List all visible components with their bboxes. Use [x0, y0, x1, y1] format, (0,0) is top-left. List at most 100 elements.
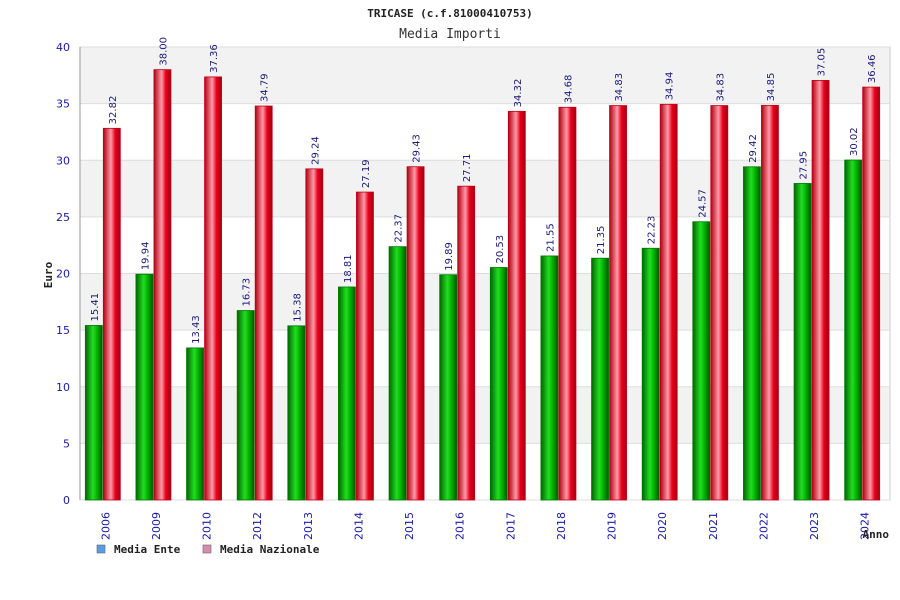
data-label: 29.42 — [748, 134, 759, 163]
data-label: 16.73 — [242, 278, 253, 307]
data-label: 20.53 — [495, 235, 506, 264]
bar-media-nazionale — [102, 127, 121, 501]
bar-media-nazionale — [406, 166, 425, 501]
x-axis-label: Anno — [863, 528, 890, 541]
data-label: 34.94 — [665, 72, 676, 101]
y-tick-label: 10 — [56, 381, 70, 394]
x-tick-label: 2024 — [859, 512, 872, 540]
bar-media-nazionale — [710, 105, 729, 501]
legend: Media Ente Media Nazionale — [96, 543, 320, 556]
data-label: 13.43 — [191, 315, 202, 344]
x-tick-label: 2009 — [150, 512, 163, 540]
x-tick-label: 2016 — [454, 512, 467, 540]
legend-label: Media Ente — [114, 543, 181, 556]
bar-media-nazionale — [356, 191, 374, 501]
data-label: 15.38 — [292, 293, 303, 322]
data-label: 27.19 — [361, 159, 372, 188]
data-label: 32.82 — [108, 96, 119, 125]
bar-media-ente — [236, 310, 255, 501]
bar-media-nazionale — [305, 168, 324, 501]
x-tick-label: 2018 — [555, 512, 568, 540]
y-tick-label: 5 — [63, 437, 70, 450]
bar-media-ente — [793, 183, 812, 501]
y-tick-label: 30 — [56, 154, 70, 167]
bar-media-ente — [287, 325, 306, 501]
data-label: 15.41 — [90, 293, 101, 322]
x-tick-label: 2022 — [757, 512, 770, 540]
y-tick-label: 25 — [56, 211, 70, 224]
chart-subtitle: Media Importi — [399, 27, 501, 42]
data-label: 22.23 — [647, 216, 658, 245]
bar-media-ente — [439, 274, 458, 501]
data-label: 24.57 — [697, 189, 708, 218]
bar-media-ente — [844, 159, 863, 501]
y-axis-ticks: 0 5 10 15 20 25 30 35 40 — [56, 41, 70, 507]
x-tick-label: 2010 — [201, 512, 214, 540]
legend-label: Media Nazionale — [220, 543, 320, 556]
bar-media-nazionale — [254, 105, 273, 501]
data-label: 34.32 — [513, 79, 524, 108]
bar-media-ente — [641, 247, 660, 501]
bar-media-nazionale — [659, 103, 678, 501]
x-tick-label: 2017 — [504, 512, 517, 540]
data-label: 18.81 — [343, 254, 354, 283]
x-tick-label: 2020 — [656, 512, 669, 540]
x-tick-label: 2023 — [808, 512, 821, 540]
bar-media-ente — [743, 166, 761, 501]
data-label: 34.83 — [614, 73, 625, 102]
x-tick-label: 2013 — [302, 512, 315, 540]
x-tick-label: 2012 — [251, 512, 264, 540]
data-label: 21.55 — [545, 223, 556, 252]
data-label: 19.89 — [444, 242, 455, 271]
bar-media-nazionale — [558, 106, 577, 501]
x-tick-label: 2021 — [707, 512, 720, 540]
x-axis-ticks: 2006 2009 2010 2012 2013 2014 2015 2016 2017 2018… — [99, 512, 871, 540]
data-label: 37.36 — [209, 44, 220, 73]
data-label: 38.00 — [158, 37, 169, 66]
data-label: 29.43 — [412, 134, 423, 163]
data-label: 34.79 — [260, 73, 271, 102]
chart-title: TRICASE (c.f.81000410753) — [367, 7, 533, 20]
bar-media-nazionale — [811, 80, 830, 501]
data-label: 27.71 — [462, 154, 473, 183]
y-tick-label: 15 — [56, 324, 70, 337]
data-label: 34.85 — [766, 73, 777, 102]
bar-media-ente — [338, 286, 356, 501]
bar-media-nazionale — [609, 105, 627, 501]
bar-media-nazionale — [507, 110, 526, 501]
bar-media-nazionale — [457, 185, 476, 501]
bars — [84, 69, 881, 501]
data-label: 30.02 — [849, 127, 860, 156]
bar-media-ente — [489, 267, 508, 501]
bar-media-nazionale — [204, 76, 222, 501]
data-label: 21.35 — [596, 226, 607, 255]
bar-media-ente — [135, 273, 154, 501]
data-label: 36.46 — [867, 54, 878, 83]
x-tick-label: 2019 — [606, 512, 619, 540]
bar-media-ente — [591, 257, 609, 501]
y-tick-label: 35 — [56, 98, 70, 111]
data-labels: 15.41 32.82 19.94 38.00 13.43 37.36 16.73 34.79… — [90, 37, 878, 344]
y-axis-label: Euro — [42, 261, 55, 288]
bar-media-ente — [84, 325, 103, 501]
data-label: 37.05 — [817, 48, 828, 77]
x-tick-label: 2014 — [352, 512, 365, 540]
bar-media-ente — [540, 255, 559, 501]
x-tick-label: 2015 — [403, 512, 416, 540]
y-tick-label: 40 — [56, 41, 70, 54]
bar-media-ente — [692, 221, 711, 501]
y-tick-label: 0 — [63, 494, 70, 507]
data-label: 29.24 — [310, 136, 321, 165]
data-label: 34.68 — [563, 75, 574, 104]
x-tick-label: 2006 — [99, 512, 112, 540]
bar-media-nazionale — [153, 69, 172, 501]
legend-swatch — [202, 544, 212, 554]
y-tick-label: 20 — [56, 268, 70, 281]
legend-swatch — [96, 544, 106, 554]
bar-media-nazionale — [761, 104, 779, 501]
bar-media-ente — [186, 347, 204, 501]
data-label: 27.95 — [799, 151, 810, 180]
data-label: 19.94 — [140, 242, 151, 271]
bar-media-ente — [388, 246, 407, 501]
